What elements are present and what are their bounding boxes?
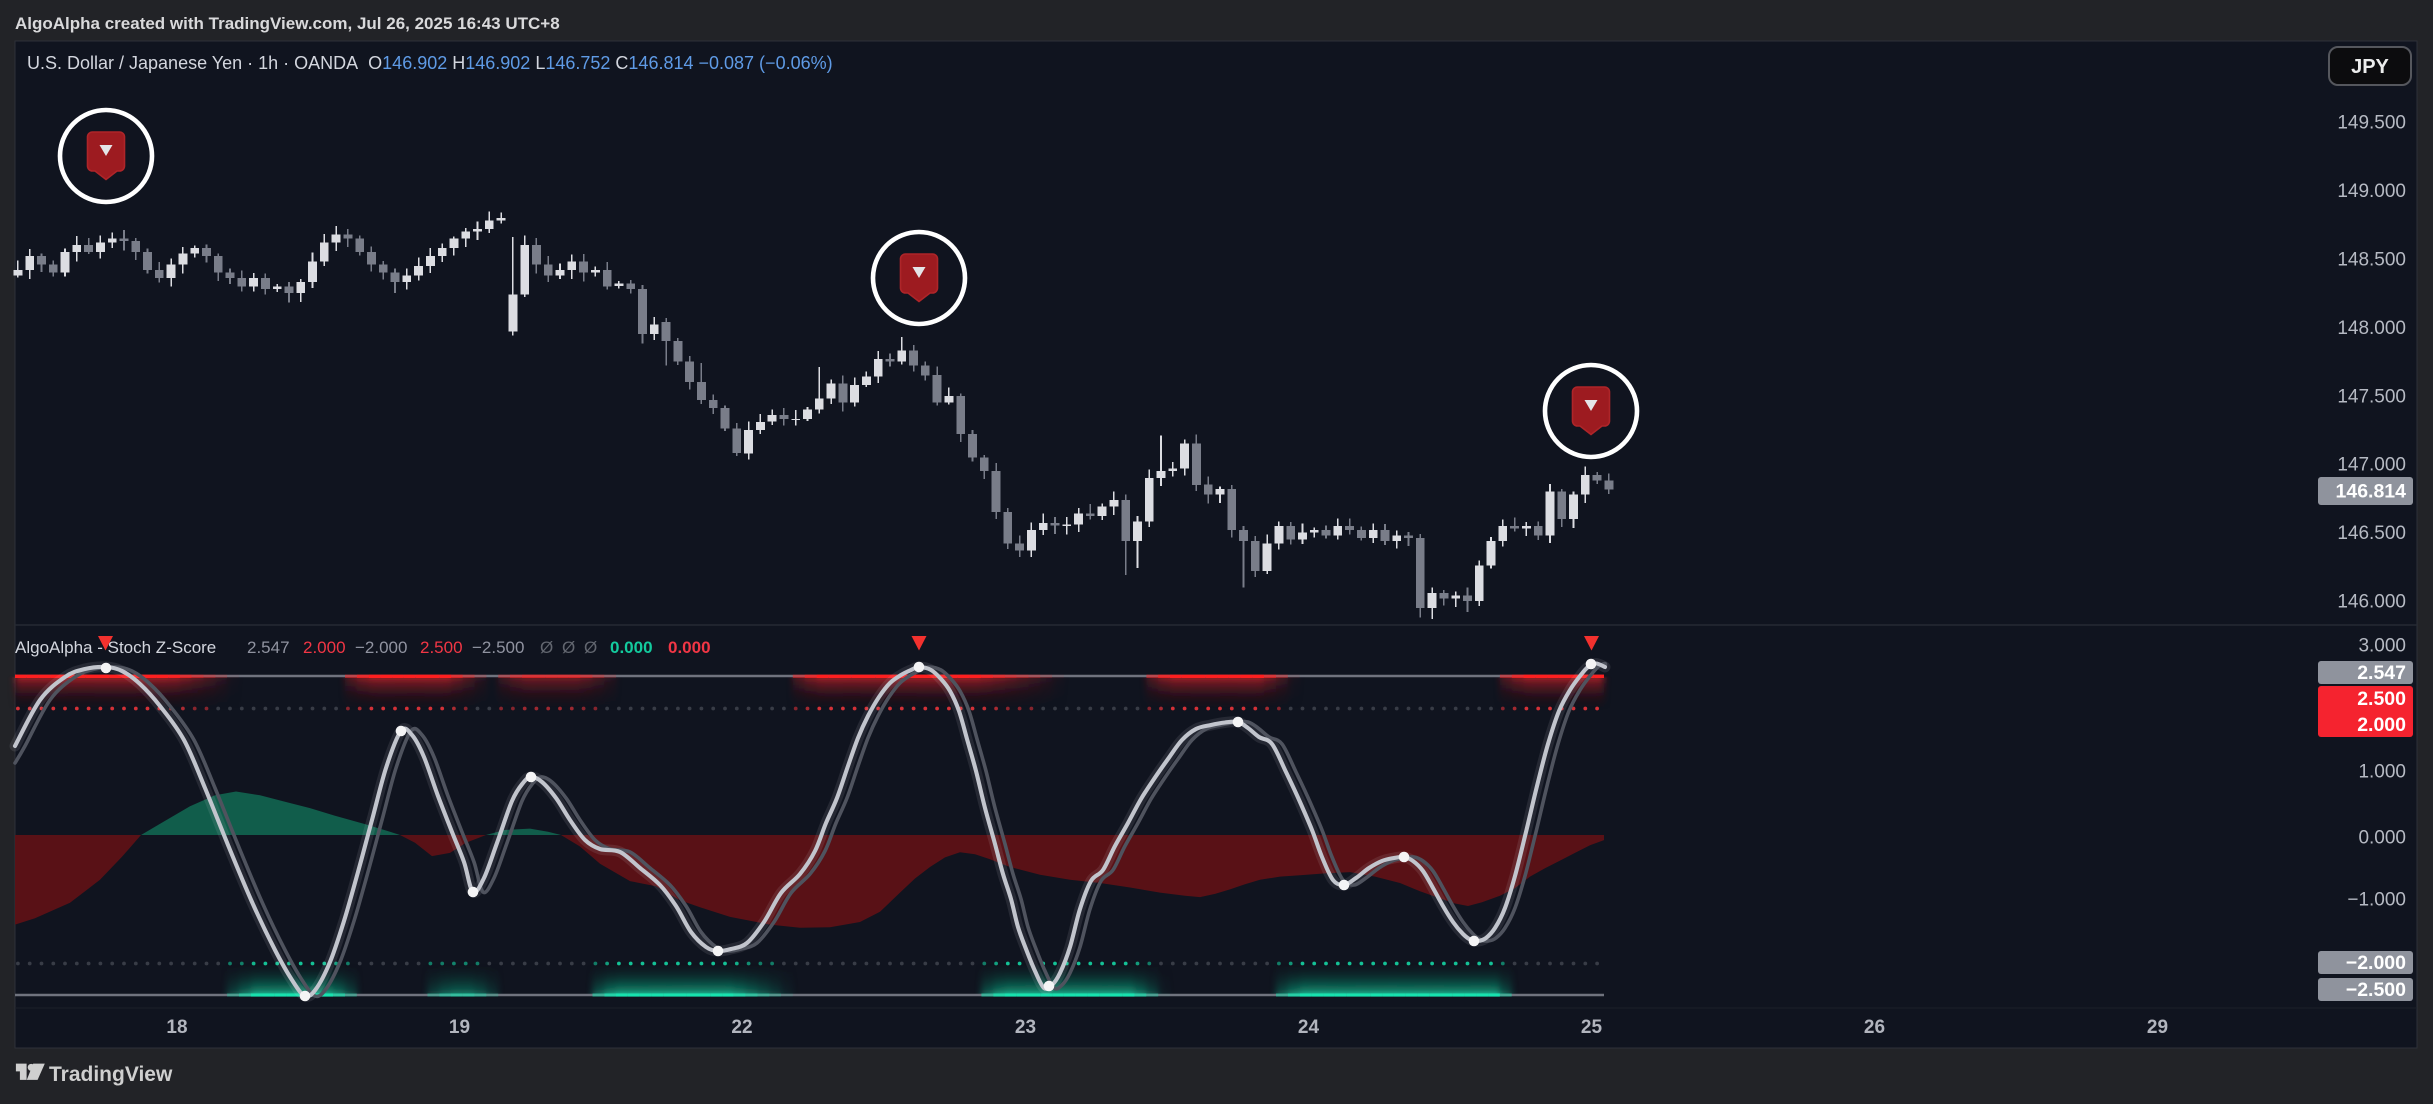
svg-text:AlgoAlpha created with Trading: AlgoAlpha created with TradingView.com, …: [15, 14, 560, 33]
svg-text:0.000: 0.000: [610, 638, 653, 657]
svg-text:146.500: 146.500: [2337, 523, 2406, 544]
svg-text:149.000: 149.000: [2337, 181, 2406, 202]
svg-text:U.S. Dollar / Japanese Yen · 1: U.S. Dollar / Japanese Yen · 1h · OANDA …: [27, 53, 833, 73]
svg-text:148.000: 148.000: [2337, 318, 2406, 339]
svg-text:2.547: 2.547: [247, 638, 290, 657]
svg-text:−2.500: −2.500: [2346, 979, 2406, 1001]
svg-text:147.500: 147.500: [2337, 386, 2406, 407]
svg-text:Ø: Ø: [540, 638, 553, 657]
svg-text:0.000: 0.000: [668, 638, 711, 657]
svg-text:149.500: 149.500: [2337, 113, 2406, 134]
svg-text:19: 19: [449, 1017, 470, 1038]
svg-text:JPY: JPY: [2351, 56, 2389, 78]
svg-text:−2.000: −2.000: [355, 638, 407, 657]
svg-text:AlgoAlpha - Stoch Z-Score: AlgoAlpha - Stoch Z-Score: [15, 638, 216, 657]
svg-text:−2.000: −2.000: [2346, 952, 2406, 974]
svg-text:2.000: 2.000: [2357, 714, 2406, 736]
svg-text:Ø: Ø: [584, 638, 597, 657]
svg-text:26: 26: [1864, 1017, 1885, 1038]
svg-text:2.500: 2.500: [420, 638, 463, 657]
svg-text:25: 25: [1581, 1017, 1603, 1038]
svg-text:1.000: 1.000: [2358, 762, 2406, 783]
svg-text:2.500: 2.500: [2357, 688, 2406, 710]
svg-text:23: 23: [1015, 1017, 1036, 1038]
svg-text:−2.500: −2.500: [472, 638, 524, 657]
svg-text:3.000: 3.000: [2358, 636, 2406, 657]
svg-text:Ø: Ø: [562, 638, 575, 657]
svg-text:24: 24: [1298, 1017, 1320, 1038]
svg-text:148.500: 148.500: [2337, 249, 2406, 270]
svg-text:TradingView: TradingView: [49, 1063, 173, 1086]
svg-text:−1.000: −1.000: [2347, 890, 2406, 911]
svg-text:22: 22: [731, 1017, 752, 1038]
svg-text:2.000: 2.000: [303, 638, 346, 657]
svg-text:29: 29: [2147, 1017, 2168, 1038]
svg-text:147.000: 147.000: [2337, 455, 2406, 476]
svg-text:146.000: 146.000: [2337, 592, 2406, 613]
svg-text:146.814: 146.814: [2336, 481, 2407, 503]
svg-text:0.000: 0.000: [2358, 828, 2406, 849]
svg-text:2.547: 2.547: [2357, 662, 2406, 684]
svg-text:18: 18: [166, 1017, 187, 1038]
